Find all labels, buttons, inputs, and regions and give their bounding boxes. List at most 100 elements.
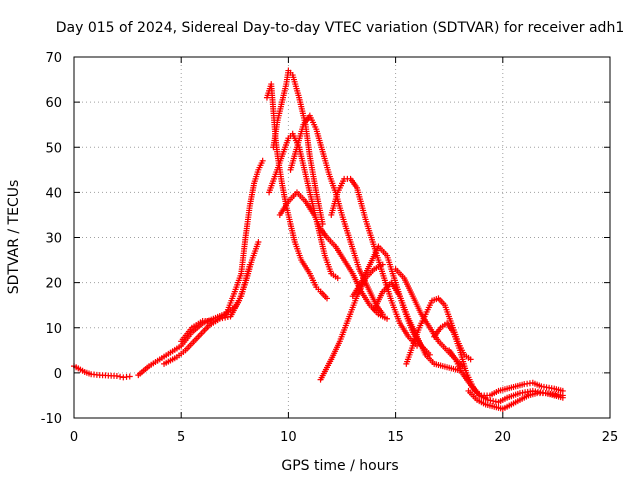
y-tick-label: 60 — [45, 96, 62, 111]
interpolated-points — [441, 363, 453, 371]
interpolated-points — [417, 313, 428, 329]
interpolated-points — [363, 218, 377, 248]
interpolated-points — [137, 364, 151, 377]
x-tick-label: 5 — [177, 430, 185, 445]
interpolated-points — [380, 272, 394, 302]
interpolated-points — [384, 254, 398, 284]
data-point — [559, 394, 566, 401]
interpolated-points — [339, 214, 353, 243]
interpolated-points — [506, 390, 521, 400]
axis-ticks: 0 5 10 15 20 25 -10 0 10 20 30 40 50 60 70 — [41, 51, 619, 445]
interpolated-points — [266, 173, 278, 194]
interpolated-points — [445, 322, 456, 334]
interpolated-points — [354, 187, 368, 221]
interpolated-points — [312, 214, 323, 230]
interpolated-points — [453, 358, 464, 374]
y-tick-label: 20 — [45, 277, 62, 292]
data-point — [126, 373, 133, 380]
x-tick-label: 15 — [387, 430, 404, 445]
interpolated-points — [423, 299, 434, 315]
interpolated-points — [278, 200, 291, 217]
interpolated-points — [474, 389, 483, 397]
interpolated-points — [497, 395, 508, 405]
interpolated-points — [318, 227, 329, 239]
interpolated-points — [348, 177, 359, 190]
interpolated-points — [489, 389, 500, 398]
interpolated-points — [410, 295, 424, 316]
interpolated-points — [389, 299, 403, 324]
interpolated-points — [326, 173, 338, 194]
x-tick-label: 20 — [495, 430, 512, 445]
interpolated-points — [432, 326, 443, 338]
interpolated-points — [243, 259, 255, 284]
interpolated-points — [307, 272, 319, 288]
interpolated-points — [394, 267, 406, 280]
interpolated-points — [527, 390, 538, 398]
interpolated-points — [519, 393, 530, 402]
interpolated-points — [514, 381, 526, 389]
grid-lines — [74, 57, 610, 418]
x-tick-label: 25 — [602, 430, 619, 445]
data-point — [384, 315, 391, 322]
interpolated-points — [330, 272, 339, 280]
y-tick-label: 50 — [45, 141, 62, 156]
interpolated-points — [335, 178, 347, 194]
data-point — [255, 239, 262, 246]
interpolated-points — [287, 191, 299, 203]
interpolated-points — [510, 398, 521, 407]
interpolated-points — [292, 241, 304, 261]
interpolated-points — [466, 380, 477, 393]
interpolated-points — [457, 349, 469, 374]
interpolated-points — [359, 290, 372, 307]
interpolated-points — [273, 155, 285, 176]
interpolated-points — [333, 245, 346, 262]
interpolated-points — [437, 340, 449, 352]
interpolated-points — [364, 267, 376, 280]
interpolated-points — [342, 258, 355, 275]
chart-title: Day 015 of 2024, Sidereal Day-to-day VTE… — [56, 20, 624, 36]
interpolated-points — [275, 101, 285, 121]
interpolated-points — [524, 380, 533, 387]
interpolated-points — [397, 295, 411, 320]
interpolated-points — [83, 369, 93, 377]
interpolated-points — [450, 365, 461, 374]
interpolated-points — [313, 191, 326, 225]
interpolated-points — [402, 277, 415, 298]
interpolated-points — [431, 296, 440, 303]
interpolated-points — [249, 241, 261, 261]
data-points — [71, 67, 566, 412]
interpolated-points — [196, 324, 211, 339]
interpolated-points — [493, 404, 504, 412]
interpolated-points — [553, 393, 564, 401]
data-point — [559, 387, 566, 394]
y-tick-label: 0 — [54, 367, 62, 382]
interpolated-points — [247, 182, 257, 207]
interpolated-points — [348, 241, 362, 270]
y-tick-label: -10 — [41, 412, 62, 427]
interpolated-points — [325, 236, 337, 248]
interpolated-points — [270, 119, 281, 148]
data-point — [259, 157, 266, 164]
interpolated-points — [501, 402, 513, 411]
interpolated-points — [484, 402, 496, 410]
interpolated-points — [251, 169, 261, 185]
interpolated-points — [320, 151, 332, 176]
interpolated-points — [377, 245, 389, 257]
interpolated-points — [398, 322, 411, 338]
interpolated-points — [279, 137, 291, 158]
data-point — [467, 356, 474, 363]
interpolated-points — [487, 397, 499, 405]
interpolated-points — [283, 69, 292, 85]
interpolated-points — [158, 350, 172, 361]
interpolated-points — [184, 335, 200, 352]
interpolated-points — [303, 173, 315, 203]
series-arc-17 — [446, 347, 566, 399]
interpolated-points — [328, 191, 341, 216]
y-tick-label: 70 — [45, 51, 62, 66]
interpolated-points — [359, 263, 372, 284]
interpolated-points — [99, 372, 109, 379]
interpolated-points — [295, 191, 307, 203]
interpolated-points — [553, 386, 564, 394]
interpolated-points — [242, 205, 253, 239]
